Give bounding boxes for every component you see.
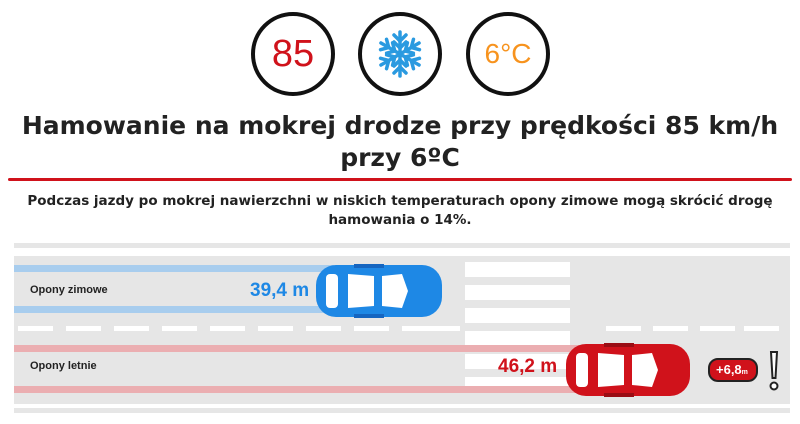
lane-label-winter: Opony zimowe <box>30 284 108 296</box>
speed-value: 85 <box>271 32 315 75</box>
page-title: Hamowanie na mokrej drodze przy prędkośc… <box>21 111 779 172</box>
winter-track-top <box>14 265 334 272</box>
road-edge-top <box>14 243 790 248</box>
title-divider <box>8 178 792 181</box>
summer-track-bottom <box>14 386 584 393</box>
blue-car-icon <box>316 264 442 318</box>
distance-winter: 39,4 m <box>250 280 310 301</box>
red-car-icon <box>566 343 690 397</box>
difference-badge: +6,8m <box>708 358 758 382</box>
temperature-value: 6°C <box>484 38 532 69</box>
speed-circle: 85 <box>251 12 335 96</box>
distance-summer: 46,2 m <box>498 356 558 377</box>
subtitle: Podczas jazdy po mokrej nawierzchni w ni… <box>27 193 773 228</box>
weather-circle <box>358 12 442 96</box>
road-edge-bottom <box>14 408 790 413</box>
exclamation-icon <box>769 351 779 391</box>
snowflake-icon <box>376 30 424 78</box>
difference-value: +6,8 <box>716 362 742 377</box>
summer-track-top <box>14 345 584 352</box>
temperature-circle: 6°C <box>466 12 550 96</box>
winter-track-bottom <box>14 306 334 313</box>
lane-label-summer: Opony letnie <box>30 360 97 372</box>
difference-unit: m <box>741 369 748 376</box>
